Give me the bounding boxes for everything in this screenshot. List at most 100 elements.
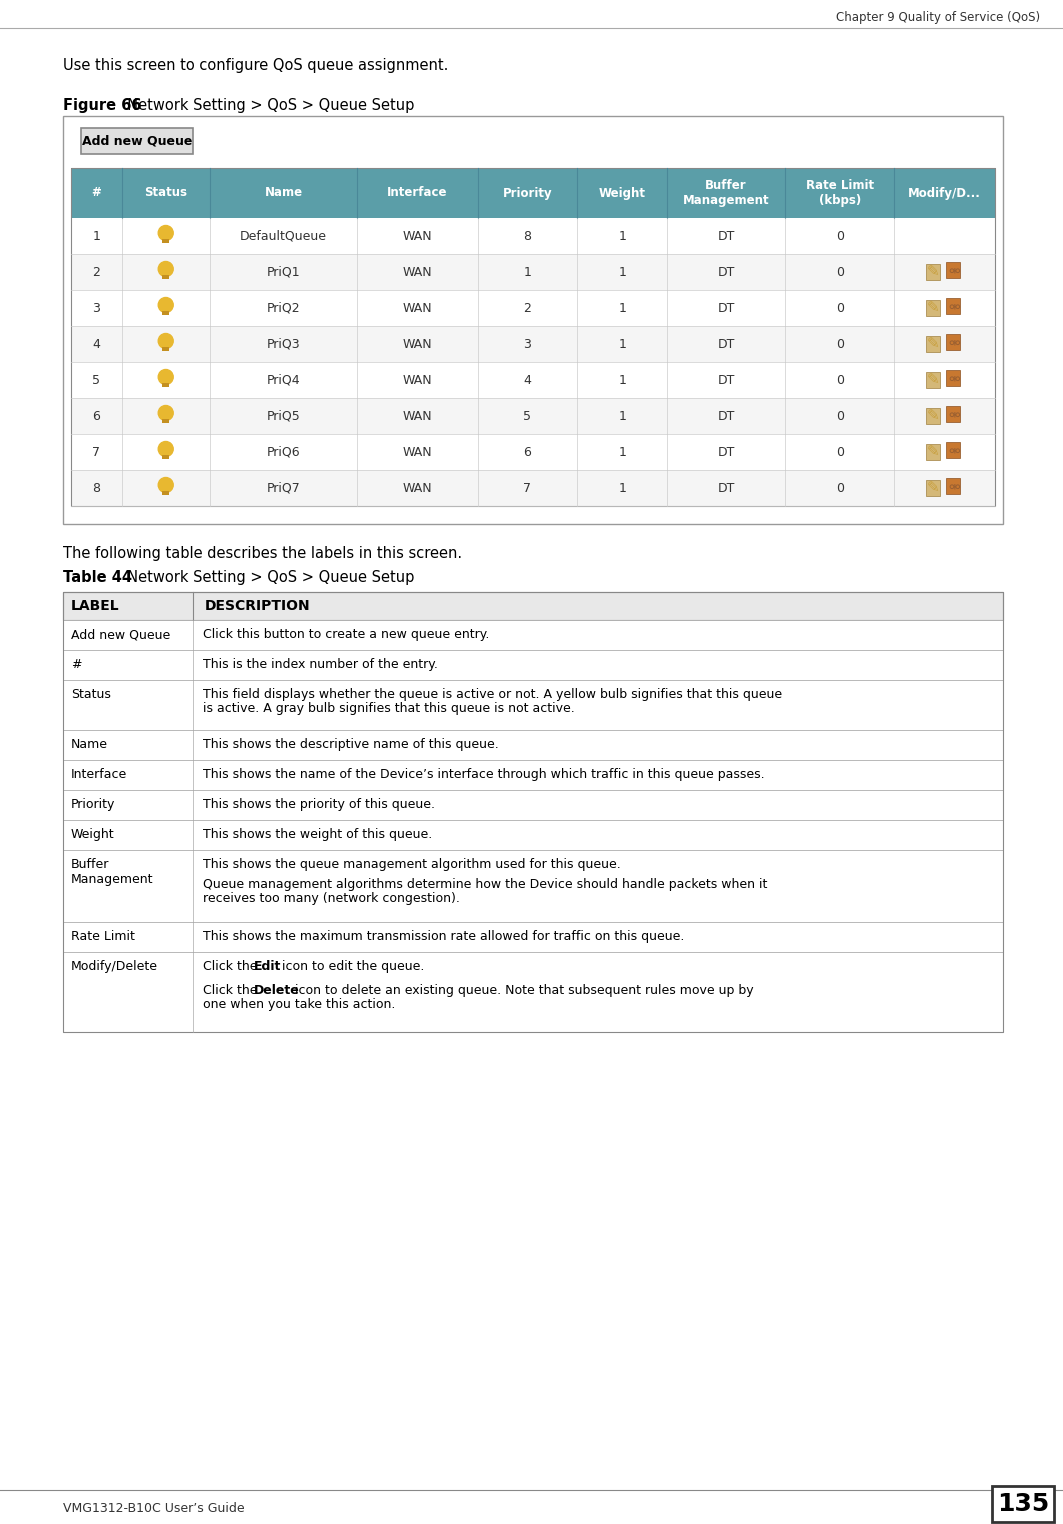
Text: 1: 1 <box>619 410 626 422</box>
FancyBboxPatch shape <box>926 480 940 495</box>
Text: Name: Name <box>265 186 303 200</box>
Text: Network Setting > QoS > Queue Setup: Network Setting > QoS > Queue Setup <box>118 98 415 113</box>
Text: WAN: WAN <box>403 265 433 279</box>
Text: DT: DT <box>718 445 735 459</box>
Text: This shows the name of the Device’s interface through which traffic in this queu: This shows the name of the Device’s inte… <box>203 768 764 780</box>
Text: Buffer
Management: Buffer Management <box>682 178 770 207</box>
FancyBboxPatch shape <box>163 491 169 495</box>
Text: 1: 1 <box>619 337 626 351</box>
Text: DT: DT <box>718 337 735 351</box>
Text: DESCRIPTION: DESCRIPTION <box>205 599 310 613</box>
Text: Modify/Delete: Modify/Delete <box>71 960 158 972</box>
FancyBboxPatch shape <box>946 479 960 494</box>
Text: 5: 5 <box>92 373 100 387</box>
Text: 0: 0 <box>836 230 844 242</box>
FancyBboxPatch shape <box>71 363 995 398</box>
Text: Add new Queue: Add new Queue <box>71 628 170 642</box>
Text: ⚮: ⚮ <box>949 373 961 387</box>
Text: PriQ3: PriQ3 <box>267 337 301 351</box>
Text: PriQ6: PriQ6 <box>267 445 301 459</box>
Text: 135: 135 <box>997 1492 1049 1516</box>
Text: 3: 3 <box>523 337 532 351</box>
Text: 1: 1 <box>619 373 626 387</box>
FancyBboxPatch shape <box>926 335 940 352</box>
Text: Rate Limit: Rate Limit <box>71 930 135 943</box>
Circle shape <box>158 297 173 312</box>
Text: Use this screen to configure QoS queue assignment.: Use this screen to configure QoS queue a… <box>63 58 449 73</box>
Text: WAN: WAN <box>403 373 433 387</box>
FancyBboxPatch shape <box>63 620 1003 651</box>
FancyBboxPatch shape <box>63 591 1003 620</box>
Text: WAN: WAN <box>403 445 433 459</box>
Text: icon to edit the queue.: icon to edit the queue. <box>277 960 424 972</box>
Text: DefaultQueue: DefaultQueue <box>240 230 327 242</box>
FancyBboxPatch shape <box>71 290 995 326</box>
FancyBboxPatch shape <box>926 372 940 389</box>
Text: This shows the descriptive name of this queue.: This shows the descriptive name of this … <box>203 738 499 751</box>
Text: ✎: ✎ <box>926 480 939 495</box>
FancyBboxPatch shape <box>163 454 169 459</box>
Text: 1: 1 <box>619 265 626 279</box>
Text: Buffer
Management: Buffer Management <box>71 858 153 885</box>
FancyBboxPatch shape <box>71 168 995 218</box>
Text: #: # <box>91 186 101 200</box>
Text: Add new Queue: Add new Queue <box>82 134 192 148</box>
FancyBboxPatch shape <box>63 850 1003 922</box>
Text: one when you take this action.: one when you take this action. <box>203 998 395 1010</box>
Text: PriQ7: PriQ7 <box>267 482 301 494</box>
Text: Interface: Interface <box>71 768 128 780</box>
FancyBboxPatch shape <box>926 264 940 280</box>
Text: Delete: Delete <box>254 985 300 997</box>
FancyBboxPatch shape <box>71 469 995 506</box>
Text: 8: 8 <box>523 230 532 242</box>
FancyBboxPatch shape <box>163 311 169 315</box>
Text: icon to delete an existing queue. Note that subsequent rules move up by: icon to delete an existing queue. Note t… <box>291 985 754 997</box>
Text: DT: DT <box>718 265 735 279</box>
Text: Rate Limit
(kbps): Rate Limit (kbps) <box>806 178 874 207</box>
Text: 0: 0 <box>836 373 844 387</box>
Text: 1: 1 <box>619 445 626 459</box>
Text: Priority: Priority <box>503 186 553 200</box>
Text: ⚮: ⚮ <box>949 302 961 315</box>
Text: ✎: ✎ <box>926 372 939 387</box>
Text: Weight: Weight <box>598 186 645 200</box>
FancyBboxPatch shape <box>926 408 940 424</box>
FancyBboxPatch shape <box>63 680 1003 730</box>
Circle shape <box>158 334 173 349</box>
Text: WAN: WAN <box>403 337 433 351</box>
Text: DT: DT <box>718 302 735 314</box>
FancyBboxPatch shape <box>71 326 995 363</box>
FancyBboxPatch shape <box>163 419 169 424</box>
FancyBboxPatch shape <box>63 651 1003 680</box>
Text: ⚮: ⚮ <box>949 482 961 495</box>
Circle shape <box>158 405 173 421</box>
FancyBboxPatch shape <box>926 443 940 460</box>
Text: DT: DT <box>718 482 735 494</box>
Text: 1: 1 <box>619 482 626 494</box>
FancyBboxPatch shape <box>63 730 1003 760</box>
Text: #: # <box>71 658 82 671</box>
Text: 7: 7 <box>523 482 532 494</box>
FancyBboxPatch shape <box>946 370 960 386</box>
Text: ⚮: ⚮ <box>949 265 961 279</box>
Text: WAN: WAN <box>403 482 433 494</box>
Text: 2: 2 <box>523 302 532 314</box>
FancyBboxPatch shape <box>63 820 1003 850</box>
FancyBboxPatch shape <box>946 334 960 351</box>
Text: 4: 4 <box>523 373 532 387</box>
Text: PriQ2: PriQ2 <box>267 302 301 314</box>
Text: ⚮: ⚮ <box>949 408 961 424</box>
Text: Weight: Weight <box>71 828 115 841</box>
Text: 1: 1 <box>619 302 626 314</box>
Text: Click this button to create a new queue entry.: Click this button to create a new queue … <box>203 628 489 642</box>
Text: DT: DT <box>718 373 735 387</box>
Circle shape <box>158 226 173 241</box>
FancyBboxPatch shape <box>163 346 169 351</box>
FancyBboxPatch shape <box>63 952 1003 1032</box>
FancyBboxPatch shape <box>63 116 1003 524</box>
Text: 1: 1 <box>92 230 100 242</box>
FancyBboxPatch shape <box>163 238 169 242</box>
Text: 0: 0 <box>836 265 844 279</box>
Text: 8: 8 <box>92 482 100 494</box>
Text: 6: 6 <box>523 445 532 459</box>
